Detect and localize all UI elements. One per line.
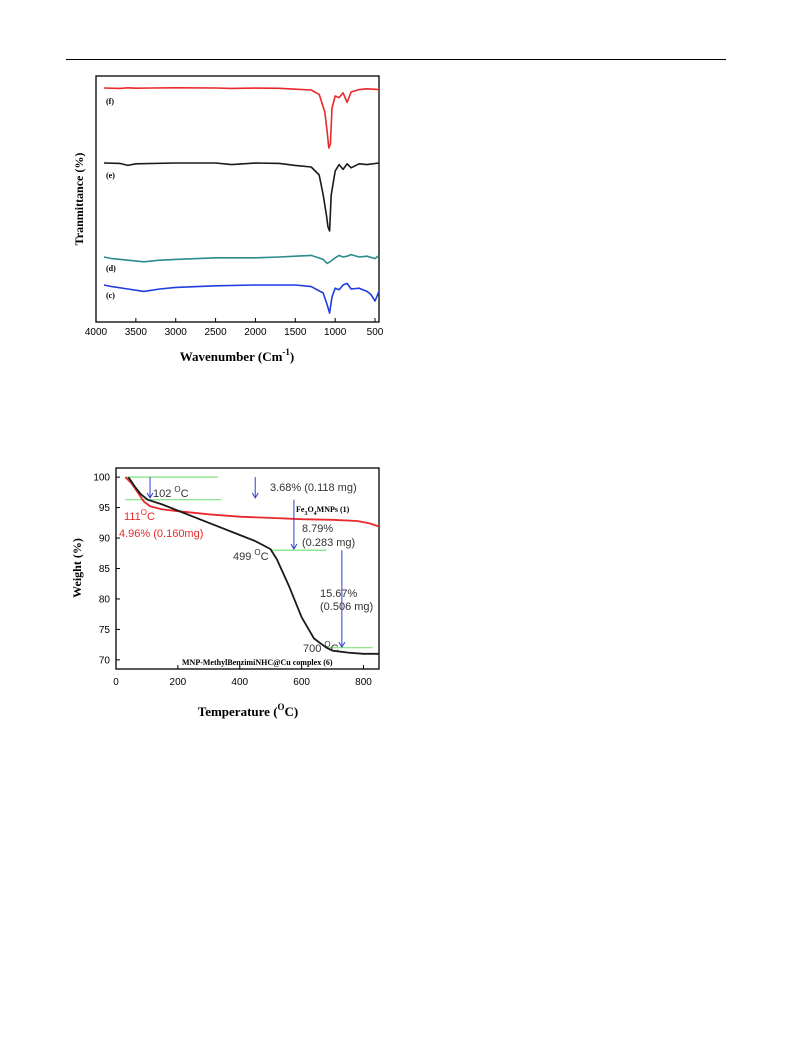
tga-series-line bbox=[124, 476, 380, 528]
tga-y-tick-label: 75 bbox=[99, 625, 111, 636]
tga-arrow-head bbox=[290, 543, 298, 550]
tga-xlabel-sup: O bbox=[278, 702, 285, 712]
tga-y-tick-label: 100 bbox=[93, 473, 110, 484]
ftir-x-tick-label: 3000 bbox=[165, 327, 188, 338]
ftir-x-tick-label: 2500 bbox=[204, 327, 227, 338]
ftir-xlabel-sup: -1 bbox=[282, 347, 290, 357]
ftir-xlabel-close: ) bbox=[290, 349, 294, 364]
tga-annot-879-b: (0.283 mg) bbox=[302, 537, 355, 549]
header-rule bbox=[66, 59, 726, 60]
tga-x-tick-label: 800 bbox=[355, 677, 372, 688]
t102-deg: O bbox=[174, 485, 180, 494]
ftir-x-ticks: 4000 3500 3000 2500 2000 1500 1000 500 bbox=[85, 318, 384, 338]
t499-num: 499 bbox=[233, 551, 251, 563]
tga-xlabel-close: C) bbox=[285, 704, 299, 719]
ftir-series-label-e: (e) bbox=[106, 171, 115, 180]
tga-arrow-head bbox=[146, 492, 154, 499]
tga-x-ticks: 0 200 400 600 800 bbox=[113, 665, 372, 688]
t700-c: C bbox=[331, 643, 339, 655]
tga-y-tick-label: 80 bbox=[99, 594, 111, 605]
tga-annot-879-a: 8.79% bbox=[302, 523, 333, 535]
tga-label-cu-complex: MNP-MethylBenzimiNHC@Cu complex (6) bbox=[182, 658, 333, 667]
tga-y-tick-label: 95 bbox=[99, 503, 111, 514]
tga-annot-1567-a: 15.67% bbox=[320, 588, 358, 600]
ftir-x-tick-label: 3500 bbox=[125, 327, 148, 338]
tga-series-group bbox=[124, 476, 380, 655]
tga-annot-700: 700 OC bbox=[303, 640, 339, 655]
tga-x-tick-label: 400 bbox=[231, 677, 248, 688]
tga-annot-368: 3.68% (0.118 mg) bbox=[270, 482, 357, 494]
ftir-series-label-d: (d) bbox=[106, 264, 116, 273]
fe-pre: Fe bbox=[296, 505, 305, 514]
tga-annot-499: 499 OC bbox=[233, 548, 269, 563]
ftir-y-axis-label: Tranmittance (%) bbox=[72, 153, 86, 246]
t111-num: 111 bbox=[124, 511, 141, 523]
ftir-x-tick-label: 1000 bbox=[324, 327, 347, 338]
ftir-series-line bbox=[103, 162, 380, 232]
ftir-series-label-f: (f) bbox=[106, 97, 114, 106]
fe-sub1: 3 bbox=[304, 511, 307, 517]
fe-mid: O bbox=[307, 505, 313, 514]
t700-deg: O bbox=[324, 640, 330, 649]
ftir-plot-frame bbox=[95, 75, 380, 323]
tga-series-line bbox=[127, 476, 379, 655]
ftir-x-tick-label: 500 bbox=[367, 327, 384, 338]
tga-annot-1567-b: (0.506 mg) bbox=[320, 601, 373, 613]
ftir-series-line bbox=[103, 87, 380, 149]
tga-x-tick-label: 0 bbox=[113, 677, 119, 688]
tga-y-axis-label: Weight (%) bbox=[70, 538, 84, 598]
ftir-series-line bbox=[103, 253, 380, 265]
tga-arrows bbox=[146, 477, 346, 649]
ftir-x-tick-label: 1500 bbox=[284, 327, 307, 338]
ftir-series-line bbox=[103, 282, 380, 314]
ftir-series-label-c: (c) bbox=[106, 291, 115, 300]
ftir-series-group bbox=[103, 87, 380, 314]
t111-deg: O bbox=[141, 508, 147, 517]
tga-y-ticks: 70 75 80 85 90 95 100 bbox=[93, 473, 120, 666]
tga-y-tick-label: 85 bbox=[99, 564, 111, 575]
fe-post: MNPs (1) bbox=[317, 505, 350, 514]
tga-x-axis-label: Temperature (OC) bbox=[198, 702, 299, 719]
t499-deg: O bbox=[254, 548, 260, 557]
ftir-x-tick-label: 2000 bbox=[244, 327, 267, 338]
tga-arrow-head bbox=[251, 492, 259, 499]
t102-c: C bbox=[181, 488, 189, 500]
tga-xlabel-main: Temperature ( bbox=[198, 704, 278, 719]
t111-c: C bbox=[147, 511, 155, 523]
ftir-x-tick-label: 4000 bbox=[85, 327, 108, 338]
tga-label-fe3o4: Fe3O4MNPs (1) bbox=[296, 505, 350, 517]
t102-num: 102 bbox=[153, 488, 171, 500]
tga-x-tick-label: 600 bbox=[293, 677, 310, 688]
tga-annot-111: 111OC bbox=[124, 508, 155, 523]
tga-annot-102: 102 OC bbox=[153, 485, 189, 500]
tga-annot-496: 4.96% (0.160mg) bbox=[119, 528, 203, 540]
tga-arrow-head bbox=[338, 641, 346, 649]
t499-c: C bbox=[261, 551, 269, 563]
tga-y-tick-label: 90 bbox=[99, 534, 111, 545]
tga-y-tick-label: 70 bbox=[99, 655, 111, 666]
ftir-x-axis-label: Wavenumber (Cm-1) bbox=[180, 347, 295, 364]
fe-sub2: 4 bbox=[314, 511, 317, 517]
tga-guide-lines bbox=[125, 476, 373, 649]
tga-x-tick-label: 200 bbox=[170, 677, 187, 688]
t700-num: 700 bbox=[303, 643, 321, 655]
ftir-xlabel-main: Wavenumber (Cm bbox=[180, 349, 283, 364]
